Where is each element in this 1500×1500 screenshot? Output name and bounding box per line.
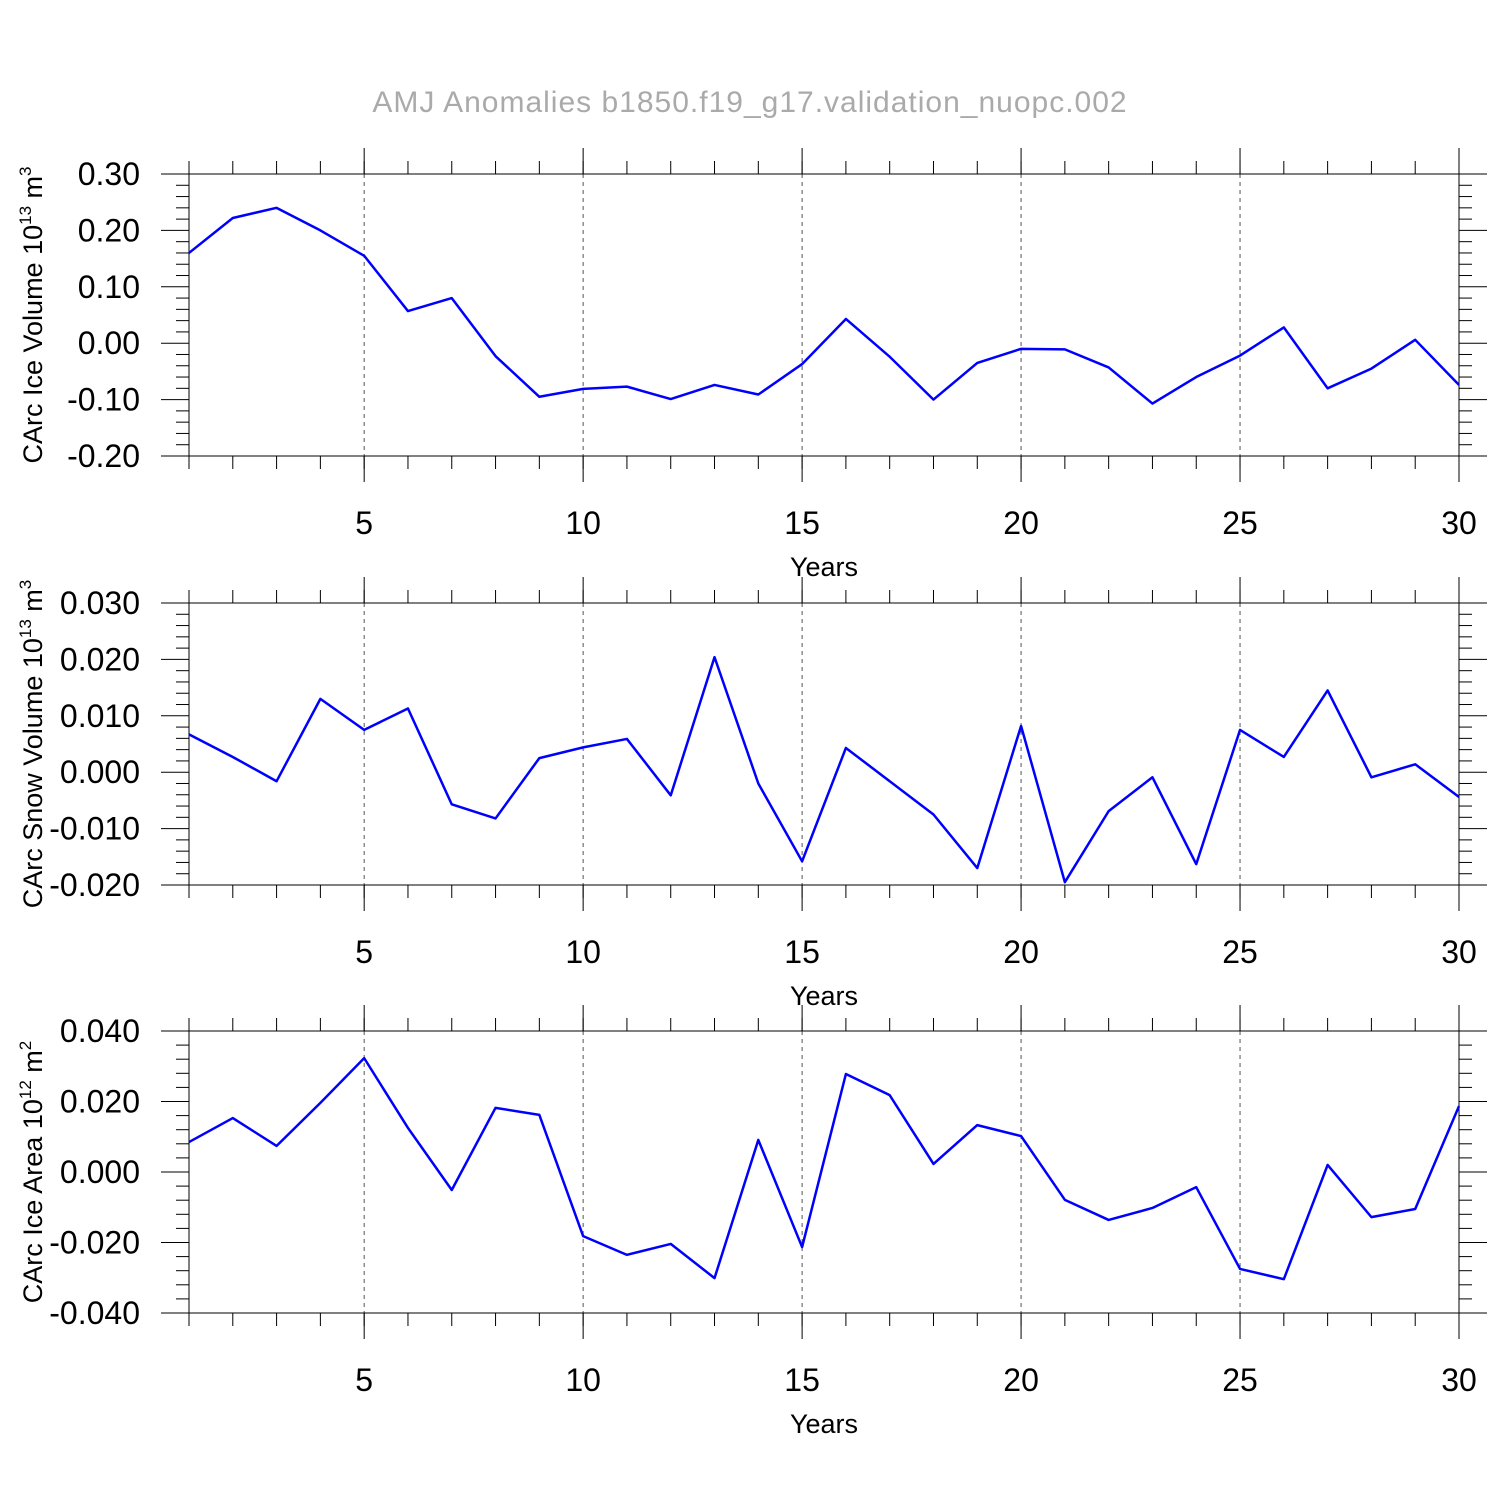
x-tick-label: 30 [1441, 934, 1477, 970]
y-tick-label: 0.010 [60, 698, 140, 734]
x-axis-label: Years [790, 1409, 858, 1439]
y-tick-label: 0.20 [78, 212, 140, 248]
x-tick-label: 15 [784, 505, 820, 541]
y-label-superscript: 13 [16, 206, 35, 225]
y-label-text: CArc Snow Volume 10 [18, 638, 48, 908]
x-tick-label: 20 [1003, 1362, 1039, 1398]
data-line [188, 655, 1460, 884]
y-tick-label: -0.020 [49, 1225, 140, 1261]
y-label-superscript: 2 [16, 1041, 35, 1050]
x-tick-label: 20 [1003, 505, 1039, 541]
x-tick-label: 5 [355, 505, 373, 541]
y-label-superscript: 13 [16, 619, 35, 638]
plot-frame [188, 602, 1460, 886]
x-tick-label: 30 [1441, 1362, 1477, 1398]
y-tick-label: 0.10 [78, 269, 140, 305]
y-label-text: m [18, 176, 48, 206]
x-axis-label: Years [790, 552, 858, 582]
y-axis-label: CArc Ice Area 1012 m2 [16, 1041, 48, 1304]
y-tick-label: -0.040 [49, 1295, 140, 1331]
page-title: AMJ Anomalies b1850.f19_g17.validation_n… [372, 86, 1127, 119]
plot-frame [188, 1030, 1460, 1314]
y-tick-label: -0.010 [49, 811, 140, 847]
y-tick-label: 0.000 [60, 1154, 140, 1190]
y-label-text: m [18, 589, 48, 619]
x-tick-label: 5 [355, 934, 373, 970]
y-axis-label: CArc Snow Volume 1013 m3 [16, 580, 48, 909]
data-line [188, 206, 1460, 405]
data-line [188, 1056, 1461, 1281]
y-tick-label: -0.20 [67, 438, 140, 474]
x-tick-label: 10 [565, 505, 601, 541]
x-tick-label: 15 [784, 1362, 820, 1398]
y-label-superscript: 3 [16, 166, 35, 175]
y-tick-label: -0.10 [67, 382, 140, 418]
plot-frame [188, 173, 1460, 457]
x-tick-label: 25 [1222, 1362, 1258, 1398]
x-tick-label: 20 [1003, 934, 1039, 970]
y-label-superscript: 3 [16, 580, 35, 589]
x-tick-label: 30 [1441, 505, 1477, 541]
y-tick-label: -0.020 [49, 867, 140, 903]
x-tick-label: 25 [1222, 505, 1258, 541]
x-tick-label: 10 [565, 1362, 601, 1398]
y-tick-label: 0.040 [60, 1013, 140, 1049]
y-tick-label: 0.30 [78, 156, 140, 192]
y-tick-label: 0.020 [60, 641, 140, 677]
x-tick-label: 15 [784, 934, 820, 970]
y-axis-label: CArc Ice Volume 1013 m3 [16, 166, 48, 463]
y-tick-label: 0.00 [78, 325, 140, 361]
y-label-text: CArc Ice Volume 10 [18, 225, 48, 464]
y-tick-label: 0.000 [60, 754, 140, 790]
y-label-text: m [18, 1050, 48, 1080]
x-axis-label: Years [790, 981, 858, 1011]
y-tick-label: 0.030 [60, 585, 140, 621]
x-tick-label: 25 [1222, 934, 1258, 970]
y-label-superscript: 12 [16, 1080, 35, 1099]
x-tick-label: 10 [565, 934, 601, 970]
y-label-text: CArc Ice Area 10 [18, 1099, 48, 1303]
x-tick-label: 5 [355, 1362, 373, 1398]
y-tick-label: 0.020 [60, 1084, 140, 1120]
